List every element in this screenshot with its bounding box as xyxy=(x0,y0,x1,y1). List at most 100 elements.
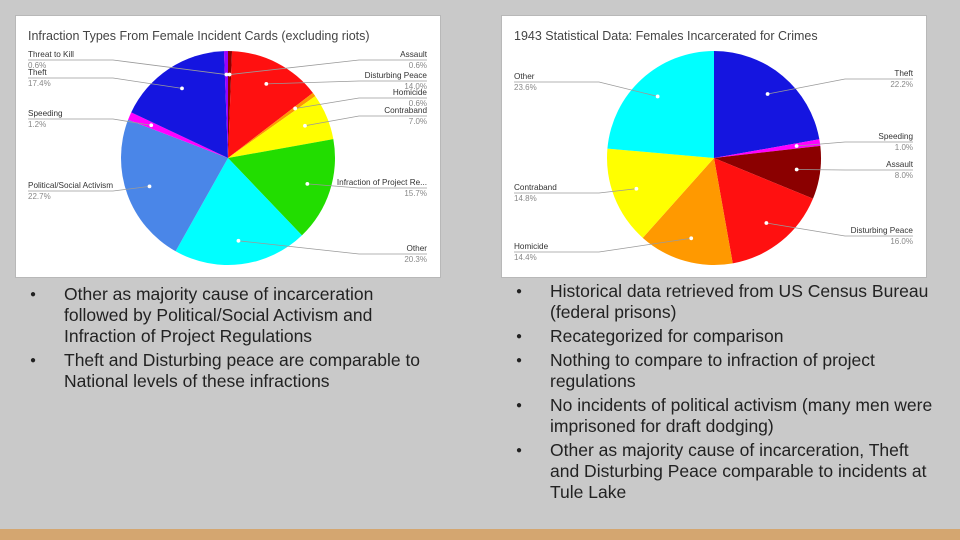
pie-slice-assault xyxy=(228,51,233,158)
leader-dot xyxy=(180,86,184,91)
leader-dot xyxy=(634,186,639,191)
pie-slice-threat-to-kill xyxy=(223,51,228,158)
slice-percent: 22.7% xyxy=(28,192,51,201)
slice-percent: 20.3% xyxy=(404,255,427,264)
leader-line xyxy=(28,59,227,75)
leader-dot xyxy=(303,123,307,128)
leader-line xyxy=(266,80,427,85)
slice-percent: 8.0% xyxy=(895,171,913,180)
slice-label: Speeding xyxy=(878,132,913,141)
slice-label: Homicide xyxy=(393,88,428,97)
slice-label: Assault xyxy=(400,50,428,59)
slice-percent: 7.0% xyxy=(409,117,427,126)
slice-percent: 17.4% xyxy=(28,79,51,88)
bullet-item: Recategorized for comparison xyxy=(516,326,936,347)
slice-percent: 0.6% xyxy=(28,61,46,70)
slice-percent: 14.8% xyxy=(514,194,537,203)
slice-label: Disturbing Peace xyxy=(851,226,914,235)
footer-accent-bar xyxy=(0,529,960,540)
bullet-item: No incidents of political activism (many… xyxy=(516,395,936,437)
pie-chart-1943-statistics: 1943 Statistical Data: Females Incarcera… xyxy=(514,29,914,265)
slice-percent: 23.6% xyxy=(514,83,537,92)
leader-dot xyxy=(224,72,229,77)
bullet-item: Theft and Disturbing peace are comparabl… xyxy=(30,350,430,392)
pie-slice-contraband xyxy=(607,148,714,238)
leader-line xyxy=(796,141,913,147)
slice-percent: 14.4% xyxy=(514,253,537,262)
slice-percent: 1.0% xyxy=(895,143,913,152)
leader-dot xyxy=(655,94,660,99)
pie-slice-speeding xyxy=(128,112,228,158)
slice-percent: 0.6% xyxy=(409,99,427,108)
pie-slice-disturbing-peace xyxy=(714,158,813,264)
pie-slice-infraction-of-project-re xyxy=(228,139,335,236)
leader-dot xyxy=(305,181,310,186)
leader-line xyxy=(796,169,913,171)
pie-slice-homicide xyxy=(642,158,733,265)
slice-label: Theft xyxy=(28,68,47,77)
leader-dot xyxy=(236,238,241,243)
slice-label: Contraband xyxy=(384,106,427,115)
bullet-item: Nothing to compare to infraction of proj… xyxy=(516,350,936,392)
leader-dot xyxy=(293,106,298,111)
slice-percent: 16.0% xyxy=(890,237,913,246)
leader-line xyxy=(229,59,427,75)
leader-line xyxy=(766,222,913,237)
slice-label: Theft xyxy=(894,69,913,78)
pie-slice-political-social-activism xyxy=(120,119,228,252)
leader-line xyxy=(28,185,150,192)
pie-slice-disturbing-peace xyxy=(228,51,313,158)
slice-label: Disturbing Peace xyxy=(365,71,428,80)
slice-label: Infraction of Project Re... xyxy=(337,178,427,187)
bullet-item: Other as majority cause of incarceration… xyxy=(30,284,430,347)
leader-line xyxy=(238,240,427,255)
leader-dot xyxy=(227,72,232,77)
leader-line xyxy=(767,78,913,95)
leader-line xyxy=(304,115,427,127)
findings-list-left: Other as majority cause of incarceration… xyxy=(30,284,430,395)
pie-slice-contraband xyxy=(228,96,334,158)
findings-list-right: Historical data retrieved from US Census… xyxy=(516,281,936,506)
pie-slice-assault xyxy=(714,145,821,199)
slice-percent: 0.6% xyxy=(409,61,427,70)
slice-percent: 14.0% xyxy=(404,82,427,91)
slice-label: Contraband xyxy=(514,183,557,192)
slice-label: Other xyxy=(514,72,535,81)
chart-panel-incident-cards: Infraction Types From Female Incident Ca… xyxy=(15,15,441,278)
chart-panel-1943-statistics: 1943 Statistical Data: Females Incarcera… xyxy=(501,15,927,278)
leader-dot xyxy=(794,144,799,148)
leader-dot xyxy=(147,184,152,189)
leader-line xyxy=(295,97,427,109)
leader-dot xyxy=(794,167,799,172)
leader-dot xyxy=(264,81,269,86)
leader-line xyxy=(514,237,692,253)
slice-label: Threat to Kill xyxy=(28,50,74,59)
bullet-item: Historical data retrieved from US Census… xyxy=(516,281,936,323)
chart-title: 1943 Statistical Data: Females Incarcera… xyxy=(514,29,818,43)
slice-label: Homicide xyxy=(514,242,549,251)
leader-line xyxy=(28,77,183,89)
leader-line xyxy=(28,118,152,126)
leader-dot xyxy=(765,92,770,96)
leader-dot xyxy=(764,221,769,225)
slice-percent: 22.2% xyxy=(890,80,913,89)
leader-line xyxy=(307,183,427,189)
slice-label: Speeding xyxy=(28,109,63,118)
pie-slice-other xyxy=(607,51,714,158)
pie-slice-theft xyxy=(714,51,820,158)
pie-slice-theft xyxy=(131,51,228,158)
bullet-item: Other as majority cause of incarceration… xyxy=(516,440,936,503)
slice-label: Assault xyxy=(886,160,914,169)
leader-dot xyxy=(149,123,154,128)
chart-title: Infraction Types From Female Incident Ca… xyxy=(28,29,370,43)
pie-slice-speeding xyxy=(714,139,821,158)
pie-chart-incident-cards: Infraction Types From Female Incident Ca… xyxy=(28,29,428,265)
slice-percent: 1.2% xyxy=(28,120,46,129)
slice-percent: 15.7% xyxy=(404,189,427,198)
pie-slice-other xyxy=(175,158,302,265)
slice-label: Other xyxy=(407,244,428,253)
leader-line xyxy=(514,81,658,97)
slice-label: Political/Social Activism xyxy=(28,181,113,190)
leader-line xyxy=(514,188,637,194)
leader-dot xyxy=(689,236,694,241)
